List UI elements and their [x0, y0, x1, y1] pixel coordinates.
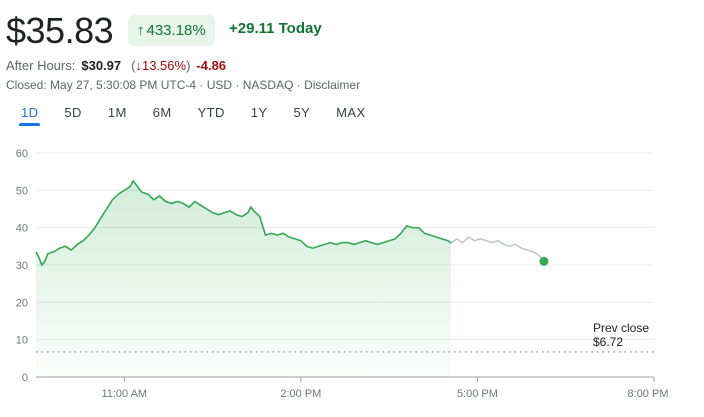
regular-session-area	[36, 181, 451, 377]
tab-6m[interactable]: 6M	[152, 105, 172, 120]
prev-close-value: $6.72	[593, 335, 623, 349]
change-percent-value: 433.18%	[146, 22, 206, 39]
tab-1y[interactable]: 1Y	[250, 105, 268, 120]
y-tick-label: 20	[16, 297, 28, 309]
prev-close-label: Prev close	[593, 321, 649, 335]
arrow-down-icon: ↓	[135, 58, 142, 73]
y-tick-label: 60	[16, 148, 28, 160]
price-chart[interactable]: 0 10 20 30 40 50 60 11:00 AM 2:00 PM 5:00 PM 8:00…	[0, 140, 704, 417]
after-hours-change: -4.86	[196, 58, 227, 73]
y-tick-label: 40	[16, 223, 28, 235]
after-hours-label: After Hours:	[6, 58, 76, 73]
tab-ytd[interactable]: YTD	[197, 105, 225, 120]
tab-1m[interactable]: 1M	[107, 105, 127, 120]
after-hours-price: $30.97	[81, 58, 122, 73]
x-tick-label: 2:00 PM	[280, 388, 321, 400]
after-hours-percent: (↓13.56%)	[131, 58, 191, 73]
y-tick-label: 30	[16, 260, 28, 272]
tab-1d[interactable]: 1D	[8, 104, 51, 126]
tab-5y[interactable]: 5Y	[293, 105, 311, 120]
y-tick-label: 10	[16, 335, 28, 347]
x-tick-label: 11:00 AM	[101, 388, 147, 400]
change-percent-badge: ↑ 433.18%	[128, 15, 215, 46]
arrow-up-icon: ↑	[137, 22, 145, 39]
latest-price-dot	[539, 256, 549, 266]
y-tick-label: 0	[22, 372, 28, 384]
current-price: $35.83	[6, 10, 114, 51]
today-change: +29.11 Today	[229, 20, 322, 37]
tab-5d[interactable]: 5D	[64, 105, 82, 120]
after-hours-row: After Hours: $30.97 (↓13.56%) -4.86	[6, 58, 226, 73]
y-tick-label: 50	[16, 185, 28, 197]
x-tick-label: 8:00 PM	[628, 388, 669, 400]
regular-session-line	[35, 179, 452, 267]
x-tick-label: 5:00 PM	[457, 388, 498, 400]
after-hours-line	[450, 236, 545, 262]
after-hours-percent-value: 13.56%	[141, 58, 187, 73]
market-status-line: Closed: May 27, 5:30:08 PM UTC-4 · USD ·…	[6, 78, 361, 92]
time-range-tabs: 1D 5D 1M 6M YTD 1Y 5Y MAX	[8, 104, 379, 126]
tab-max[interactable]: MAX	[336, 105, 366, 120]
